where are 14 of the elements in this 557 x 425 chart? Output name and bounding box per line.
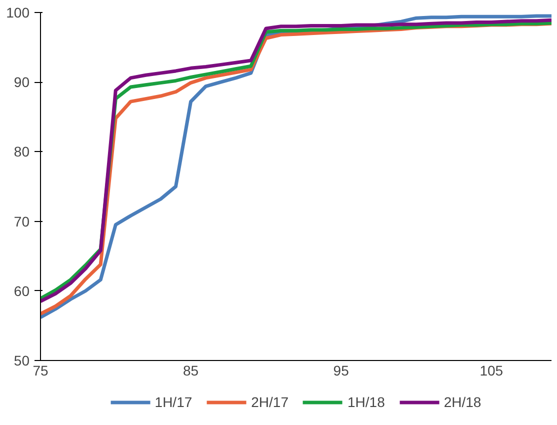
x-tick-label: 95 <box>333 362 350 378</box>
x-tick-label: 105 <box>480 362 504 378</box>
y-tick-label: 100 <box>6 4 30 20</box>
x-tick-label: 85 <box>183 362 199 378</box>
y-tick-label: 90 <box>14 74 30 90</box>
y-tick-label: 60 <box>14 282 30 299</box>
legend-label: 1H/17 <box>154 394 192 410</box>
legend-label: 2H/18 <box>444 394 482 410</box>
y-tick-label: 50 <box>14 352 30 368</box>
y-tick-label: 70 <box>14 213 30 230</box>
legend-label: 2H/17 <box>251 394 288 410</box>
x-tick-label: 75 <box>32 362 48 378</box>
legend-label: 1H/18 <box>348 394 385 410</box>
y-tick-label: 80 <box>14 144 30 160</box>
